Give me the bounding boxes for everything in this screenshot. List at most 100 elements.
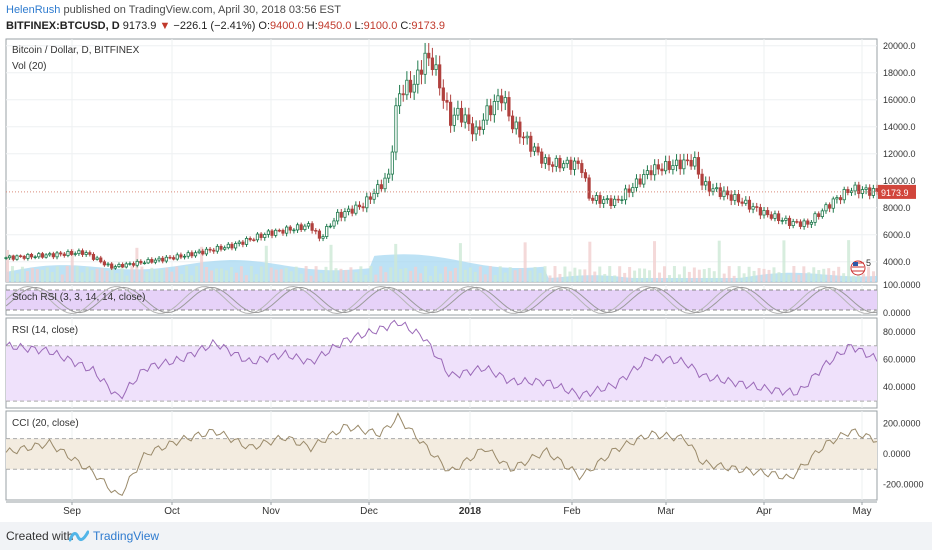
candle-body [813, 213, 817, 223]
close-label: C: [400, 20, 412, 32]
candle-body [489, 105, 493, 116]
volume-bar [742, 273, 746, 282]
stoch-tick-label: 100.0000 [883, 280, 921, 290]
candle-body [379, 184, 383, 190]
volume-bar [244, 275, 248, 282]
volume-bar [309, 275, 313, 282]
volume-bar [334, 268, 338, 282]
volume-bar [125, 275, 129, 282]
candle-body [164, 256, 168, 262]
candle-body [73, 253, 77, 255]
candle-body [427, 52, 431, 59]
candle-body [540, 151, 544, 164]
volume-bar [254, 274, 258, 282]
candle-body [77, 250, 81, 255]
tradingview-link[interactable]: TradingView [93, 529, 160, 543]
volume-bar [50, 272, 54, 282]
candle-body [306, 223, 311, 227]
cci-pane-title: CCI (20, close) [12, 418, 79, 429]
candle-body [161, 257, 165, 262]
volume-bar [842, 273, 846, 282]
candle-body [40, 253, 45, 258]
candle-body [223, 247, 227, 250]
candle-body [430, 57, 434, 70]
volume-bar [284, 267, 288, 282]
candle-body [55, 252, 59, 258]
volume-bar [717, 240, 721, 282]
volume-bar [319, 273, 323, 282]
volume-bar [518, 268, 522, 282]
rsi-band [6, 345, 877, 402]
volume-bar [862, 273, 866, 282]
time-tick-label: Dec [360, 506, 378, 517]
candle-body [336, 211, 340, 222]
candle-body [664, 161, 668, 172]
candle-body [412, 83, 416, 93]
candle-body [704, 181, 708, 186]
candle-body [295, 224, 300, 231]
volume-bar [493, 275, 497, 282]
price-tick-label: 12000.0 [883, 149, 916, 159]
tradingview-logo-icon[interactable] [69, 529, 89, 543]
symbol-label: BITFINEX:BTCUSD, D [6, 20, 120, 32]
volume-bar [110, 266, 114, 282]
author-link[interactable]: HelenRush [6, 4, 61, 16]
flag-icon[interactable] [850, 260, 866, 276]
price-tick-label: 20000.0 [883, 41, 916, 51]
candle-body [135, 260, 139, 266]
candle-body [572, 160, 577, 170]
candle-body [543, 157, 547, 164]
volume-bar [443, 266, 447, 282]
volume-bar [394, 243, 398, 282]
candle-body [259, 233, 263, 238]
candle-body [777, 213, 781, 221]
volume-bar [792, 266, 796, 282]
time-tick-label: Sep [63, 506, 81, 517]
rsi-pane-title: RSI (14, close) [12, 325, 78, 336]
candle-body [51, 253, 55, 258]
volume-bar [478, 266, 482, 282]
candle-body [441, 87, 445, 101]
volume-bar [424, 266, 428, 282]
candle-body [583, 172, 588, 179]
candle-body [255, 233, 260, 241]
volume-bar [10, 266, 14, 282]
volume-bar [409, 270, 413, 282]
volume-bar [692, 267, 696, 282]
volume-bar [563, 266, 567, 282]
candle-body [689, 159, 693, 167]
candle-body [212, 249, 216, 252]
volume-bar [55, 266, 59, 282]
volume-bar [697, 269, 701, 282]
candle-body [288, 226, 292, 231]
candle-body [569, 159, 573, 170]
candle-body [758, 207, 762, 216]
candle-body [547, 157, 551, 166]
volume-bar [643, 268, 647, 282]
price-candles [4, 42, 879, 271]
volume-bar [379, 266, 383, 282]
candle-body [561, 163, 566, 169]
candle-body [831, 198, 835, 209]
candle-body [193, 252, 198, 257]
volume-bar [448, 271, 452, 282]
cci-line [5, 412, 878, 497]
candle-body [824, 204, 828, 212]
candle-body [139, 260, 143, 264]
time-tick-label: Feb [563, 506, 581, 517]
candle-body [456, 107, 460, 116]
chart-canvas[interactable]: Sep Oct Nov Dec 2018 Feb Mar Apr May 4000.0 6000.0… [0, 36, 932, 522]
candle-body [846, 189, 850, 193]
volume-bar [274, 269, 278, 282]
volume-bar [419, 273, 423, 282]
candle-body [864, 187, 868, 190]
publish-line: HelenRush published on TradingView.com, … [6, 4, 341, 16]
volume-bar [832, 270, 836, 282]
volume-bar [488, 266, 492, 282]
volume-bar [289, 271, 293, 282]
candle-body [591, 197, 595, 201]
candle-body [383, 177, 387, 190]
candle-body [806, 220, 810, 225]
candle-body [354, 204, 358, 214]
candle-body [332, 220, 336, 227]
